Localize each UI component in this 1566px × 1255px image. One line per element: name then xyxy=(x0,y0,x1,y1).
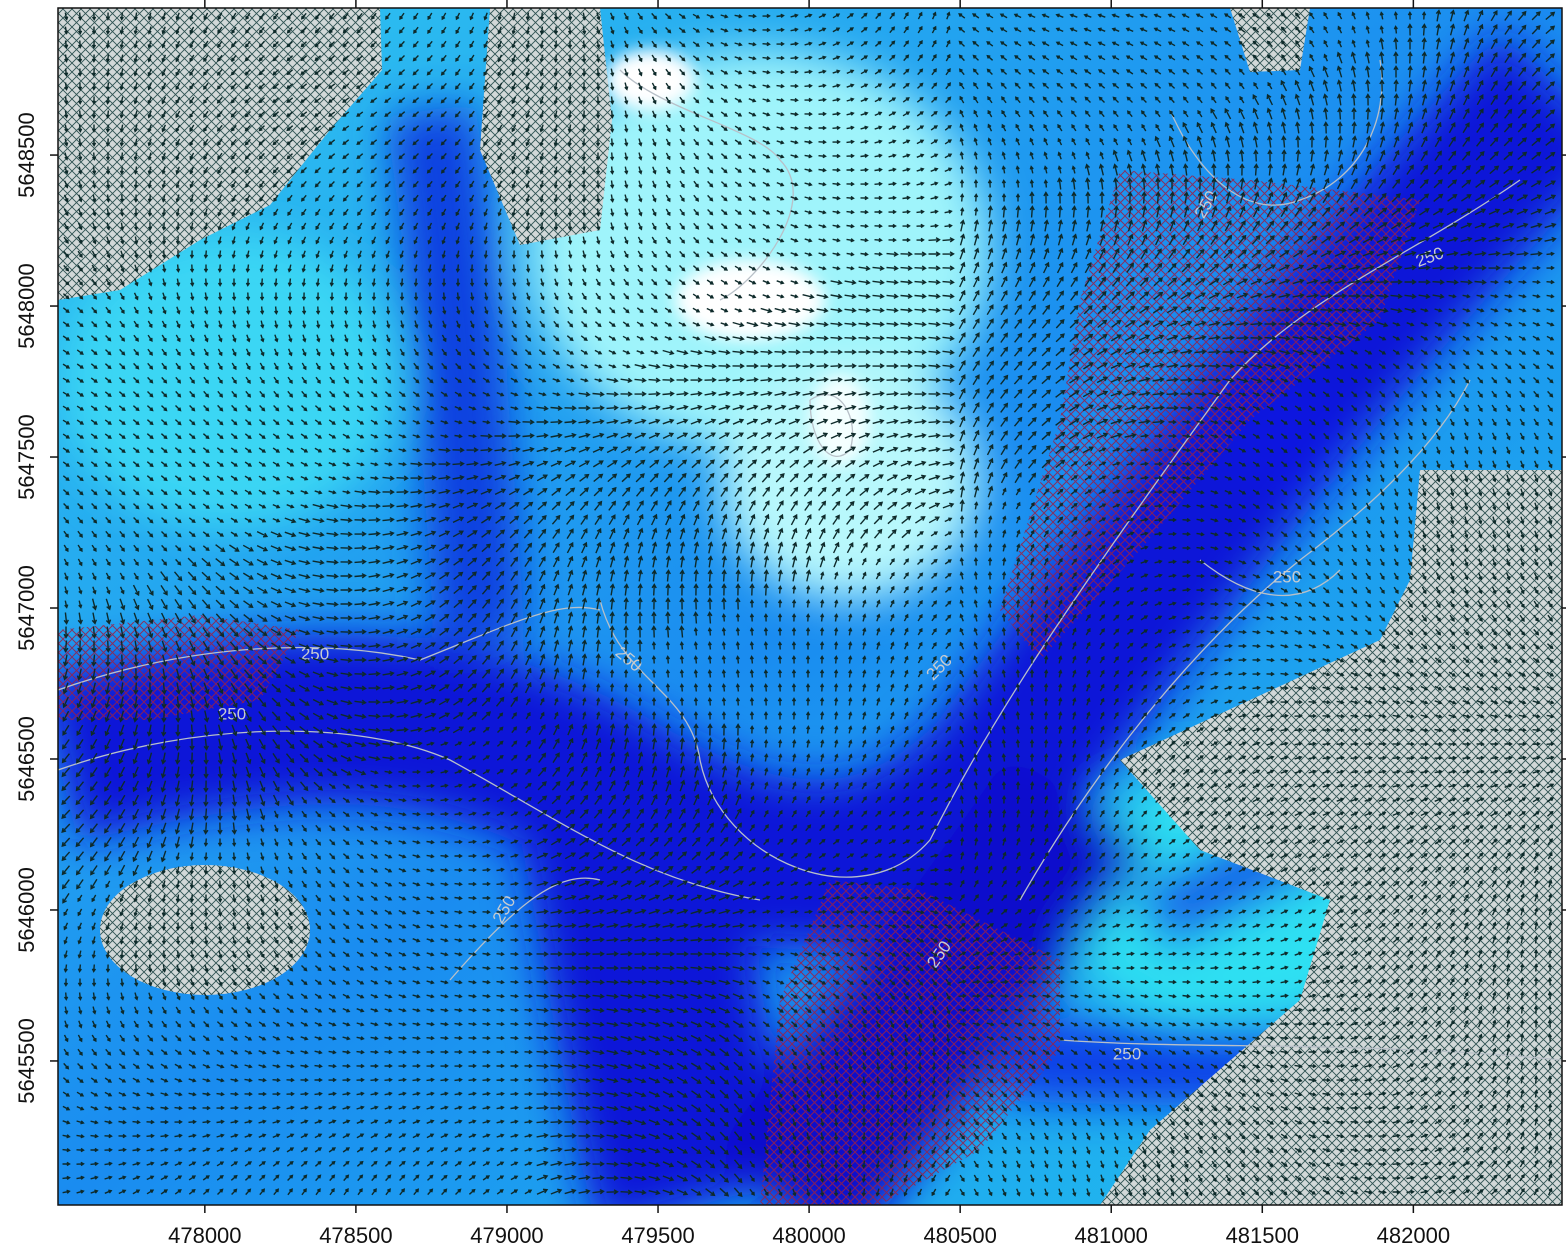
x-tick-label: 479500 xyxy=(621,1223,694,1248)
x-tick-label: 481000 xyxy=(1075,1223,1148,1248)
x-tick-label: 480000 xyxy=(772,1223,845,1248)
y-tick-label: 5648000 xyxy=(14,263,39,349)
x-tick-label: 480500 xyxy=(923,1223,996,1248)
x-tick-label: 479000 xyxy=(470,1223,543,1248)
x-tick-label: 478000 xyxy=(168,1223,241,1248)
x-tick-label: 478500 xyxy=(319,1223,392,1248)
y-tick-label: 5646000 xyxy=(14,867,39,953)
map-chart: 250250250250250250250250250250 478000 478… xyxy=(0,0,1566,1255)
y-tick-label: 5646500 xyxy=(14,716,39,802)
y-tick-label: 5648500 xyxy=(14,112,39,198)
x-tick-label: 482000 xyxy=(1377,1223,1450,1248)
y-tick-label: 5645500 xyxy=(14,1018,39,1104)
y-tick-label: 5647500 xyxy=(14,414,39,500)
y-tick-label: 5647000 xyxy=(14,565,39,651)
x-tick-label: 481500 xyxy=(1226,1223,1299,1248)
